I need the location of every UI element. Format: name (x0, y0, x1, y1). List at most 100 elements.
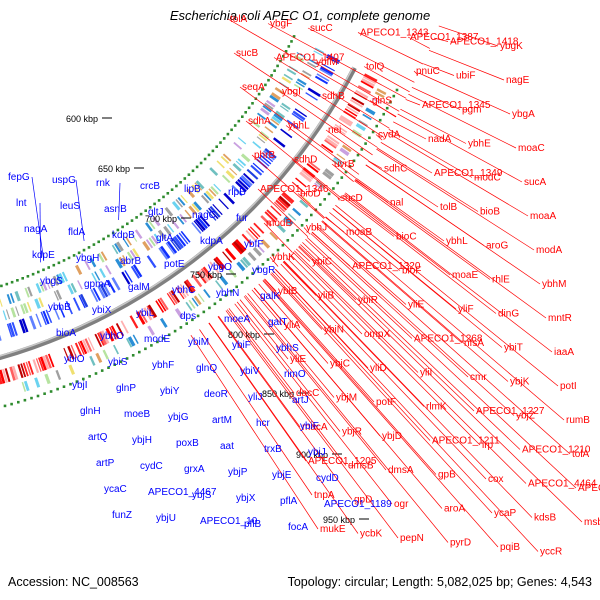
reverse-feature-mark (65, 300, 73, 315)
forward-feature-mark (27, 360, 34, 375)
cog-feature-mark (374, 91, 385, 99)
right-gene-leader (273, 57, 390, 129)
right-gene-leader (317, 226, 407, 305)
reverse-feature-mark (264, 147, 277, 159)
forward-feature-mark (282, 191, 295, 203)
right-gene-leader (305, 238, 413, 339)
forward-feature-mark (25, 361, 32, 376)
forward-feature-mark (41, 355, 50, 370)
cog-feature-mark (236, 261, 246, 272)
reverse-feature-mark (158, 247, 169, 260)
reverse-feature-mark (0, 334, 2, 341)
cog-feature-mark (34, 377, 41, 388)
gc-dot (156, 340, 159, 344)
reverse-feature-mark (132, 264, 143, 278)
left-gene-label: galM (128, 282, 150, 293)
forward-feature-mark (324, 139, 337, 149)
cog-feature-mark (184, 209, 193, 219)
reverse-feature-mark (53, 306, 61, 320)
cog-feature-mark (331, 159, 341, 167)
right-gene-label: rumB (566, 415, 590, 426)
cog-feature-mark (233, 141, 243, 150)
left-gene-label: artP (96, 458, 115, 469)
left-gene-label: ybjH (132, 435, 152, 446)
right-gene-leader (357, 32, 424, 65)
right-gene-leader (263, 222, 293, 253)
reverse-feature-mark (246, 168, 259, 180)
right-gene-leader (423, 63, 455, 76)
gc-dot (126, 222, 129, 226)
right-gene-label: tolA (572, 449, 590, 460)
right-gene-leader (377, 147, 479, 212)
cog-feature-mark (171, 200, 181, 211)
gc-dot (162, 337, 165, 340)
reverse-feature-mark (320, 66, 334, 76)
right-gene-leader (298, 245, 357, 301)
left-gene-label: ybhO (100, 331, 124, 342)
gc-dot (125, 357, 129, 360)
forward-feature-mark (196, 271, 207, 284)
right-gene-label: tolB (440, 202, 458, 213)
left-gene-label: ybiY (160, 386, 180, 397)
cog-feature-mark (267, 120, 278, 129)
gc-dot (382, 112, 385, 116)
gc-dot (183, 177, 187, 180)
gc-dot (75, 380, 79, 383)
cog-feature-mark (188, 299, 196, 309)
forward-feature-mark (17, 364, 24, 379)
forward-feature-mark (183, 280, 194, 294)
right-gene-leader (283, 261, 425, 407)
left-gene-label: ybiF (232, 340, 251, 351)
forward-feature-mark (346, 105, 359, 115)
gc-dot (191, 318, 194, 322)
gc-dot (62, 259, 66, 262)
reverse-feature-mark (291, 112, 304, 123)
reverse-feature-mark (90, 288, 99, 303)
gc-dot (185, 322, 188, 325)
left-gene-label: leuS (60, 201, 80, 212)
reverse-feature-mark (58, 304, 66, 318)
gc-dot (42, 268, 45, 272)
cog-feature-mark (153, 233, 162, 243)
forward-feature-mark (109, 326, 117, 340)
forward-feature-mark (105, 327, 115, 342)
gc-dot (222, 137, 226, 140)
cog-feature-mark (171, 219, 180, 230)
gc-dot (233, 124, 237, 127)
left-gene-labels: fepG uspG rnk crcB lipB rlpB lnt leuS asnB gltJ na… (8, 172, 392, 533)
cog-feature-mark (333, 156, 344, 165)
left-gene-label: dps (180, 311, 196, 322)
forward-feature-mark (135, 311, 146, 325)
reverse-feature-mark (191, 222, 202, 234)
right-gene-leader (303, 227, 311, 235)
right-gene-label: APECO1_1205 (308, 456, 377, 467)
forward-feature-mark (344, 108, 358, 117)
reverse-feature-mark (286, 119, 300, 130)
reverse-feature-mark (166, 240, 178, 254)
gc-dot (287, 45, 291, 48)
gc-dot (360, 148, 364, 151)
right-gene-label: cmr (470, 372, 487, 383)
gc-dot (267, 78, 270, 82)
right-gene-label: msbA (584, 517, 600, 528)
cog-feature-mark (365, 107, 376, 116)
cog-feature-mark (275, 110, 286, 119)
forward-feature-mark (264, 211, 276, 223)
forward-feature-mark (361, 78, 375, 88)
left-gene-label: ybjU (156, 513, 176, 524)
left-gene-leader (39, 202, 41, 263)
gc-dot (113, 363, 116, 366)
reverse-feature-mark (8, 322, 16, 337)
left-gene-label: ybhC (172, 285, 195, 296)
cog-feature-mark (258, 133, 268, 142)
right-gene-leader (217, 316, 353, 500)
cog-feature-mark (45, 279, 51, 290)
gc-dot (319, 203, 322, 206)
right-gene-leader (245, 295, 449, 543)
gc-dot (150, 344, 153, 347)
cog-feature-mark (94, 271, 101, 281)
cog-feature-mark (237, 137, 247, 145)
gc-dot (378, 118, 382, 122)
right-gene-leader (271, 272, 493, 514)
gc-dot (82, 248, 86, 252)
